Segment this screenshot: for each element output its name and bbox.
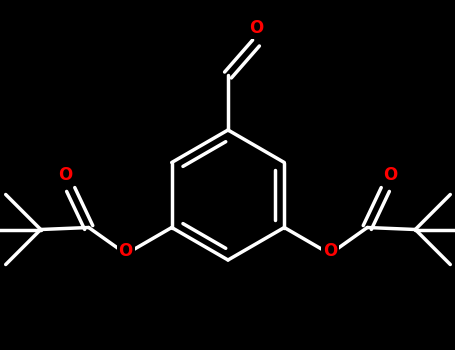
Text: O: O: [119, 243, 133, 260]
Text: O: O: [249, 19, 263, 37]
Text: O: O: [383, 166, 397, 183]
Text: O: O: [59, 166, 73, 183]
Text: O: O: [323, 243, 338, 260]
